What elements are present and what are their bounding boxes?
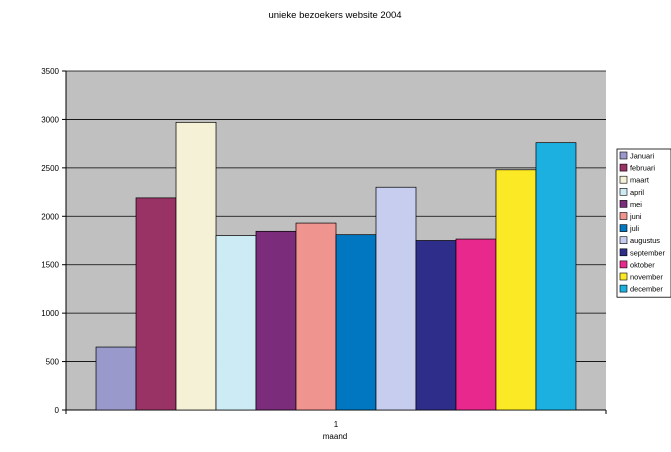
- bar-januari: [95, 346, 137, 411]
- bar-april: [215, 235, 257, 411]
- y-tick-label: 2500: [41, 164, 59, 173]
- legend-label: maart: [630, 176, 649, 185]
- legend-label: oktober: [630, 260, 655, 269]
- y-tick-label: 1500: [41, 261, 59, 270]
- y-tick-label: 1000: [41, 309, 59, 318]
- bar-september: [415, 240, 457, 411]
- y-tick-label: 2000: [41, 212, 59, 221]
- legend-label: mei: [630, 200, 642, 209]
- y-tick-label: 0: [55, 406, 60, 415]
- y-tick-label: 3000: [41, 115, 59, 124]
- legend-box: [616, 148, 671, 298]
- legend-swatch: [619, 260, 628, 269]
- legend-swatch: [619, 151, 628, 160]
- legend: Januari februari maart april mei juni juli augu…: [616, 148, 671, 298]
- x-tick-label: 1: [334, 420, 339, 429]
- y-tick-label: 3500: [41, 67, 59, 76]
- legend-swatch: [619, 272, 628, 281]
- bar-mei: [255, 230, 297, 411]
- bar-augustus: [375, 186, 417, 411]
- legend-swatch: [619, 212, 628, 220]
- bar-november: [495, 169, 537, 411]
- legend-label: juli: [629, 224, 639, 233]
- legend-swatch: [619, 188, 628, 196]
- legend-label: november: [630, 273, 663, 282]
- legend-swatch: [619, 200, 628, 208]
- legend-label: juni: [629, 212, 642, 221]
- y-tick-label: 500: [46, 358, 60, 367]
- legend-swatch: [619, 236, 628, 244]
- legend-swatch: [619, 224, 628, 232]
- legend-label: september: [630, 248, 665, 257]
- legend-swatch: [619, 163, 628, 172]
- bar-februari: [135, 197, 177, 411]
- bar-juni: [295, 222, 337, 411]
- bar-oktober: [455, 238, 497, 411]
- legend-label: april: [630, 188, 644, 197]
- chart-title: unieke bezoekers website 2004: [268, 10, 401, 21]
- bar-maart: [175, 121, 217, 411]
- bars: [95, 121, 577, 411]
- legend-swatch: [619, 284, 628, 293]
- legend-label: februari: [630, 164, 655, 173]
- legend-label: december: [630, 285, 663, 294]
- bar-juli: [335, 234, 377, 411]
- legend-swatch: [619, 175, 628, 184]
- legend-swatch: [619, 248, 628, 257]
- legend-label: augustus: [630, 236, 660, 245]
- bar-december: [535, 142, 577, 411]
- legend-label: Januari: [630, 152, 655, 161]
- x-axis-title: maand: [323, 432, 347, 441]
